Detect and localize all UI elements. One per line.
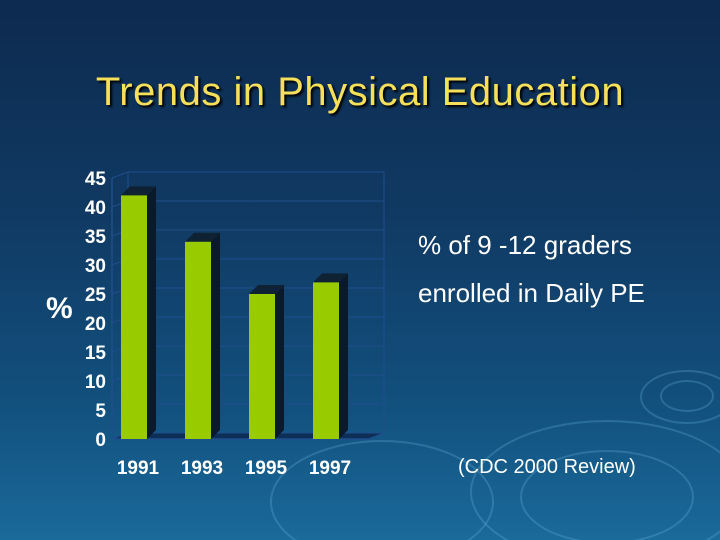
y-tick-label: 10 <box>85 372 106 393</box>
bar <box>249 294 275 439</box>
bar <box>185 241 211 439</box>
bar-side <box>211 232 220 439</box>
y-tick-label: 5 <box>95 401 106 422</box>
bar-side <box>275 285 284 439</box>
x-tick-label: 1997 <box>309 458 351 479</box>
y-tick-label: 40 <box>85 198 106 219</box>
x-tick-label: 1995 <box>245 458 288 479</box>
bar-top <box>313 273 348 283</box>
caption-line-1: % of 9 -12 graders <box>418 230 632 260</box>
y-axis-label: % <box>46 292 73 325</box>
ripple-decoration <box>520 450 694 540</box>
bar <box>121 195 147 439</box>
y-tick-label: 45 <box>85 169 107 190</box>
y-tick-label: 20 <box>85 314 106 335</box>
y-tick-label: 25 <box>85 285 107 306</box>
y-tick-label: 30 <box>85 256 106 277</box>
caption-line-2: enrolled in Daily PE <box>418 278 645 308</box>
bar-top <box>185 232 220 242</box>
ripple-decoration <box>660 380 714 412</box>
source-note: (CDC 2000 Review) <box>458 456 636 478</box>
ripple-decoration <box>640 370 720 424</box>
bar-top <box>121 186 156 196</box>
gridline-depth <box>111 171 129 179</box>
y-tick-label: 35 <box>85 227 107 248</box>
bar <box>313 282 339 439</box>
y-tick-label: 0 <box>95 430 106 451</box>
bar-top <box>249 285 284 294</box>
x-tick-label: 1991 <box>117 458 160 479</box>
slide-title: Trends in Physical Education <box>95 70 625 114</box>
y-tick-label: 15 <box>85 343 107 364</box>
bar-side <box>339 273 348 439</box>
x-tick-label: 1993 <box>181 458 223 479</box>
bar-side <box>147 186 156 439</box>
